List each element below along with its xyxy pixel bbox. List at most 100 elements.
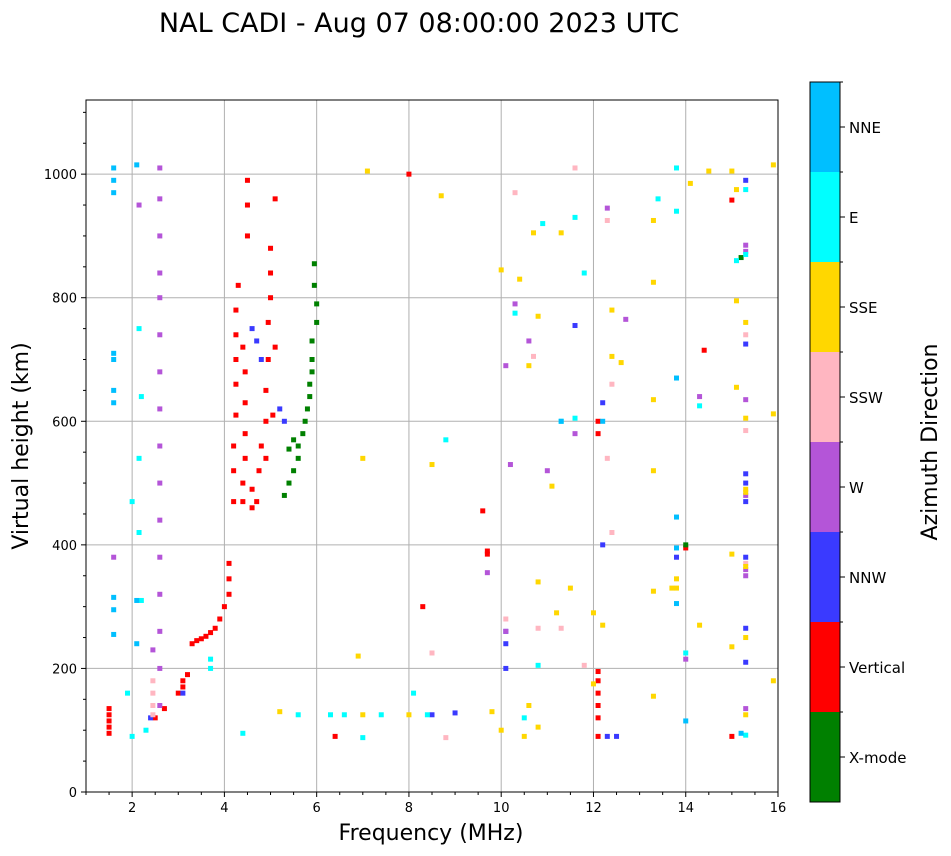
data-point-nnw bbox=[452, 710, 458, 716]
data-point-nnw bbox=[743, 625, 749, 631]
data-point-sse bbox=[687, 180, 693, 186]
data-point-vertical bbox=[595, 733, 601, 739]
data-point-nnw bbox=[600, 542, 606, 548]
data-point-sse bbox=[558, 230, 564, 236]
data-point-sse bbox=[650, 217, 656, 223]
data-point-sse bbox=[526, 363, 532, 369]
data-point-nne bbox=[674, 601, 680, 607]
data-point-sse bbox=[743, 563, 749, 569]
data-point-e bbox=[341, 712, 347, 718]
data-point-vertical bbox=[226, 591, 232, 597]
data-point-sse bbox=[618, 360, 624, 366]
data-point-nne bbox=[111, 357, 117, 362]
data-point-nnw bbox=[503, 665, 509, 671]
data-point-nne bbox=[683, 718, 689, 724]
data-point-vertical bbox=[595, 715, 601, 721]
data-point-vertical bbox=[595, 418, 601, 424]
colorbar-label-item: NNW bbox=[849, 569, 886, 587]
colorbar-segment bbox=[810, 82, 840, 172]
data-point-vertical bbox=[249, 486, 255, 492]
data-point-sse bbox=[743, 486, 749, 492]
data-point-sse bbox=[277, 709, 283, 715]
data-point-nne bbox=[111, 350, 117, 356]
data-point-w bbox=[503, 363, 509, 369]
data-point-w bbox=[157, 591, 163, 597]
data-point-sse bbox=[498, 727, 504, 733]
data-point-nne bbox=[134, 162, 140, 168]
data-point-ssw bbox=[429, 650, 435, 656]
data-point-vertical bbox=[484, 551, 490, 557]
data-point-e bbox=[208, 665, 214, 671]
data-point-sse bbox=[360, 455, 366, 461]
data-point-vertical bbox=[480, 508, 486, 514]
data-point-nne bbox=[674, 514, 680, 520]
data-point-vertical bbox=[203, 633, 209, 639]
data-point-ssw bbox=[743, 332, 749, 338]
data-point-x-mode bbox=[291, 468, 297, 474]
data-point-sse bbox=[733, 298, 739, 304]
data-point-vertical bbox=[233, 412, 239, 418]
data-point-vertical bbox=[332, 733, 338, 739]
data-point-vertical bbox=[265, 357, 271, 362]
y-axis: 0 200 400 600 800 1000 bbox=[44, 111, 86, 801]
data-point-sse bbox=[743, 415, 749, 421]
data-point-nnw bbox=[254, 338, 260, 344]
data-point-nne bbox=[738, 730, 744, 736]
data-point-vertical bbox=[268, 295, 274, 301]
data-point-nnw bbox=[743, 480, 749, 486]
data-point-w bbox=[503, 628, 509, 634]
data-point-e bbox=[733, 258, 739, 264]
data-point-vertical bbox=[240, 344, 246, 350]
data-point-vertical bbox=[161, 706, 167, 712]
data-point-nne bbox=[111, 594, 117, 600]
data-point-w bbox=[683, 656, 689, 662]
data-point-e bbox=[138, 394, 144, 400]
data-point-vertical bbox=[240, 499, 246, 505]
data-point-ssw bbox=[535, 625, 541, 631]
data-point-ssw bbox=[503, 616, 509, 622]
data-point-sse bbox=[549, 483, 555, 489]
data-point-e bbox=[572, 415, 578, 421]
data-point-x-mode bbox=[311, 261, 317, 267]
data-point-nnw bbox=[503, 641, 509, 647]
colorbar-label-item: W bbox=[849, 479, 864, 497]
data-point-e bbox=[138, 597, 144, 603]
data-point-vertical bbox=[595, 431, 601, 437]
data-point-sse bbox=[554, 610, 560, 616]
data-point-e bbox=[674, 165, 680, 171]
data-point-vertical bbox=[106, 718, 112, 724]
data-point-w bbox=[157, 443, 163, 449]
data-point-vertical bbox=[231, 468, 237, 474]
data-point-sse bbox=[364, 168, 370, 174]
data-point-vertical bbox=[106, 712, 112, 718]
y-tick-label: 800 bbox=[52, 292, 77, 307]
data-point-x-mode bbox=[314, 301, 320, 307]
data-point-vertical bbox=[484, 548, 490, 554]
data-point-sse bbox=[521, 733, 527, 739]
data-point-w bbox=[157, 233, 163, 239]
data-point-nnw bbox=[743, 341, 749, 347]
data-point-ssw bbox=[512, 190, 518, 196]
data-point-w bbox=[150, 647, 156, 653]
data-point-ssw bbox=[150, 678, 156, 684]
data-point-sse bbox=[609, 307, 615, 313]
x-axis: 2 4 6 8 10 12 14 16 bbox=[85, 792, 786, 816]
data-point-w bbox=[157, 480, 163, 486]
data-point-w bbox=[697, 394, 703, 400]
data-point-nne bbox=[558, 418, 564, 424]
data-point-sse bbox=[498, 267, 504, 273]
colorbar: X-mode Vertical NNW W SSW SSE E NNE bbox=[810, 81, 906, 802]
x-tick-label: 8 bbox=[405, 801, 413, 816]
data-point-vertical bbox=[254, 499, 260, 505]
y-tick-label: 600 bbox=[52, 415, 77, 430]
colorbar-segment bbox=[810, 172, 840, 262]
data-point-e bbox=[129, 499, 135, 505]
colorbar-segment bbox=[810, 622, 840, 712]
data-point-vertical bbox=[270, 412, 276, 418]
data-point-x-mode bbox=[307, 381, 313, 387]
data-point-e bbox=[683, 650, 689, 656]
data-point-sse bbox=[609, 353, 615, 359]
y-tick-label: 400 bbox=[52, 539, 77, 554]
data-point-ssw bbox=[150, 712, 156, 718]
data-point-vertical bbox=[265, 319, 271, 325]
